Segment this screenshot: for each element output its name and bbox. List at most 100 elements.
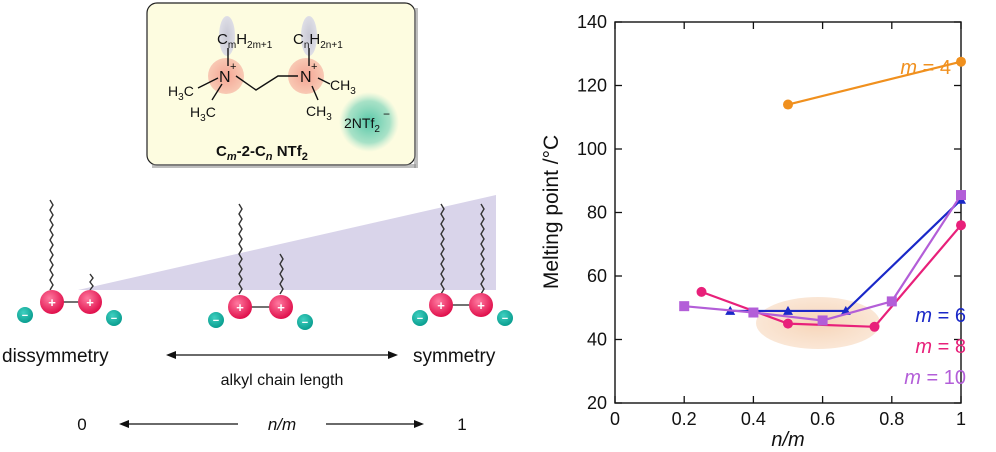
anion — [297, 314, 313, 330]
svg-text:−: − — [502, 313, 508, 325]
anion-formula: 2NTf2 — [344, 115, 380, 135]
series-line — [701, 224, 962, 328]
x-tick-label: 1 — [956, 409, 966, 429]
alkyl-chain — [49, 199, 54, 291]
plot-frame — [614, 21, 962, 404]
dissymmetry-label: dissymmetry — [2, 346, 109, 367]
svg-text:+: + — [477, 298, 485, 313]
series-label: m = 4 — [900, 57, 951, 79]
cation — [469, 293, 493, 317]
series-m-10 — [679, 190, 966, 326]
methyl-right-bottom: CH3 — [306, 103, 332, 123]
chain-length-label: alkyl chain length — [221, 372, 344, 389]
y-tick-label: 80 — [587, 203, 607, 223]
cation — [78, 290, 102, 314]
alkyl-chain — [440, 203, 445, 295]
svg-text:+: + — [86, 295, 94, 310]
series-layer — [679, 56, 966, 332]
series-labels: m = 4 m = 6 m = 8 m = 10 — [900, 57, 966, 389]
cation-pair-right — [429, 293, 493, 317]
left-chain-formula: CmH2m+1 — [217, 31, 273, 51]
cation-pair-middle — [228, 295, 293, 319]
ratio-axis-arrows — [119, 420, 424, 428]
series-line — [730, 199, 962, 313]
data-point — [748, 307, 759, 318]
anion — [208, 312, 224, 328]
linkers — [62, 301, 471, 308]
alkyl-chain — [89, 273, 94, 291]
svg-text:+: + — [277, 300, 285, 315]
ratio-axis-one: 1 — [457, 415, 466, 434]
methyl-right-top: CH3 — [330, 77, 356, 97]
methyl-left-bottom: H3C — [190, 104, 216, 124]
x-tick-label: 0.4 — [741, 409, 766, 429]
data-point — [886, 296, 897, 307]
ratio-axis-zero: 0 — [77, 415, 86, 434]
data-point — [956, 190, 966, 201]
compound-caption: Cm-2-Cn NTf2 — [216, 143, 308, 163]
x-axis-label: n/m — [771, 429, 804, 451]
cation — [429, 293, 453, 317]
y-tick-label: 120 — [577, 76, 607, 96]
charge-glyphs: + + + + + + − − − − − − — [22, 295, 508, 329]
anion — [497, 310, 513, 326]
left-nitrogen-charge: + — [230, 61, 236, 73]
cation — [228, 295, 252, 319]
ratio-axis-label: n/m — [268, 415, 296, 434]
right-chain-formula: CnH2n+1 — [293, 31, 343, 51]
cation — [40, 290, 64, 314]
svg-text:+: + — [236, 300, 244, 315]
structure-panel: CmH2m+1 CnH2n+1 N + N + H3C H3C CH3 CH3 … — [146, 2, 418, 168]
y-tick-label: 140 — [577, 12, 607, 32]
data-point — [956, 220, 966, 231]
right-nitrogen-charge: + — [311, 61, 317, 73]
data-point — [817, 315, 828, 326]
alkyl-chain — [279, 253, 284, 295]
series-line — [787, 60, 962, 106]
y-tick-label: 60 — [587, 266, 607, 286]
alkyl-highlight-left — [219, 16, 235, 56]
alkyl-chain — [480, 203, 485, 295]
anions — [17, 307, 513, 330]
y-axis-label: Melting point /°C — [540, 135, 563, 289]
anion-highlight — [339, 92, 399, 152]
data-point — [956, 56, 966, 67]
svg-text:−: − — [22, 310, 28, 322]
chain-length-arrow — [166, 351, 398, 359]
series-label: m = 10 — [904, 367, 966, 389]
series-m-6 — [725, 194, 966, 315]
svg-text:+: + — [48, 295, 56, 310]
right-nitrogen: N — [300, 69, 312, 86]
alkyl-chain — [238, 203, 243, 295]
x-tick-label: 0.8 — [879, 409, 904, 429]
svg-text:−: − — [302, 317, 308, 329]
series-label: m = 8 — [915, 336, 966, 358]
series-m-4 — [783, 56, 966, 110]
data-point — [783, 318, 793, 329]
data-point — [869, 321, 880, 332]
series-m-8 — [696, 220, 966, 332]
cation-pair-left — [40, 290, 102, 314]
anion — [412, 310, 428, 326]
anion — [106, 310, 122, 326]
chain-length-wedge — [78, 195, 496, 290]
series-label: m = 6 — [915, 305, 966, 327]
anion — [17, 307, 33, 323]
svg-text:+: + — [437, 298, 445, 313]
cation — [269, 295, 293, 319]
y-tick-label: 40 — [587, 330, 607, 350]
cation-highlight-right — [288, 58, 324, 94]
symmetry-scheme: + + + + + + − − − − − − dissymmetry symm… — [2, 195, 513, 434]
y-tick-label: 20 — [587, 393, 607, 413]
y-tick-label: 100 — [577, 139, 607, 159]
symmetry-label: symmetry — [413, 346, 496, 367]
cation-highlight-left — [208, 58, 244, 94]
data-point — [696, 286, 707, 297]
alkyl-chains — [49, 199, 485, 295]
data-point — [783, 305, 793, 315]
x-tick-label: 0.6 — [810, 409, 835, 429]
left-nitrogen: N — [219, 69, 231, 86]
svg-text:−: − — [417, 313, 423, 325]
